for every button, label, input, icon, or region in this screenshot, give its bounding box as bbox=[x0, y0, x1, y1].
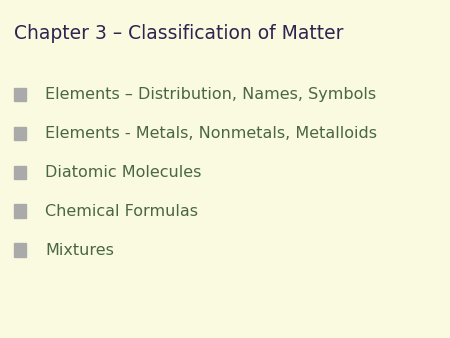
Text: Chemical Formulas: Chemical Formulas bbox=[45, 204, 198, 219]
FancyBboxPatch shape bbox=[14, 166, 26, 179]
FancyBboxPatch shape bbox=[14, 88, 26, 101]
FancyBboxPatch shape bbox=[14, 127, 26, 140]
Text: Elements - Metals, Nonmetals, Metalloids: Elements - Metals, Nonmetals, Metalloids bbox=[45, 126, 377, 141]
FancyBboxPatch shape bbox=[14, 204, 26, 218]
Text: Mixtures: Mixtures bbox=[45, 243, 114, 258]
Text: Chapter 3 – Classification of Matter: Chapter 3 – Classification of Matter bbox=[14, 24, 343, 43]
FancyBboxPatch shape bbox=[14, 243, 26, 257]
Text: Elements – Distribution, Names, Symbols: Elements – Distribution, Names, Symbols bbox=[45, 87, 376, 102]
Text: Diatomic Molecules: Diatomic Molecules bbox=[45, 165, 202, 180]
